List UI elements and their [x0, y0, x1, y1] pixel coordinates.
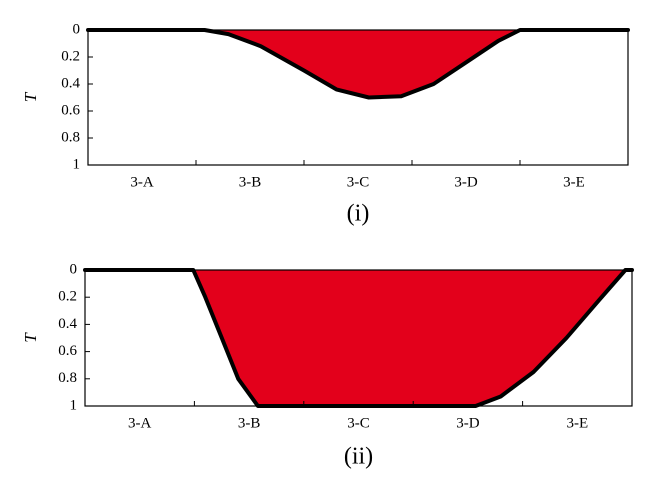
caption: (i) [347, 201, 370, 227]
y-tick-label: 0 [73, 21, 81, 37]
y-tick-label: 0.8 [58, 370, 77, 386]
y-axis-label: T [21, 332, 40, 343]
y-tick-label: 0.2 [58, 289, 77, 305]
x-tick-label: 3-E [563, 174, 585, 190]
x-tick-label: 3-C [347, 415, 370, 431]
y-tick-label: 0.2 [61, 48, 80, 64]
y-tick-label: 1 [73, 156, 81, 172]
plot-frame [84, 269, 633, 407]
plot-frame [87, 29, 629, 166]
area-line [86, 28, 630, 100]
y-tick-label: 0.4 [61, 75, 80, 91]
y-tick-label: 0.6 [61, 102, 80, 118]
y-tick-label: 0.4 [58, 316, 77, 332]
y-tick-label: 0.8 [61, 129, 80, 145]
x-tick-label: 3-C [347, 174, 370, 190]
area-fill [88, 30, 628, 98]
x-tick-label: 3-A [130, 174, 153, 190]
y-axis-label: T [21, 91, 40, 102]
x-tick-label: 3-D [456, 415, 479, 431]
y-tick-label: 0.6 [58, 343, 77, 359]
caption: (ii) [344, 444, 373, 470]
x-tick-label: 3-D [454, 174, 477, 190]
x-tick-label: 3-B [239, 174, 262, 190]
area-fill [85, 270, 632, 406]
y-tick-label: 0 [70, 261, 78, 277]
x-tick-label: 3-B [238, 415, 261, 431]
y-tick-label: 1 [70, 397, 78, 413]
x-tick-label: 3-E [566, 415, 588, 431]
x-tick-label: 3-A [128, 415, 151, 431]
